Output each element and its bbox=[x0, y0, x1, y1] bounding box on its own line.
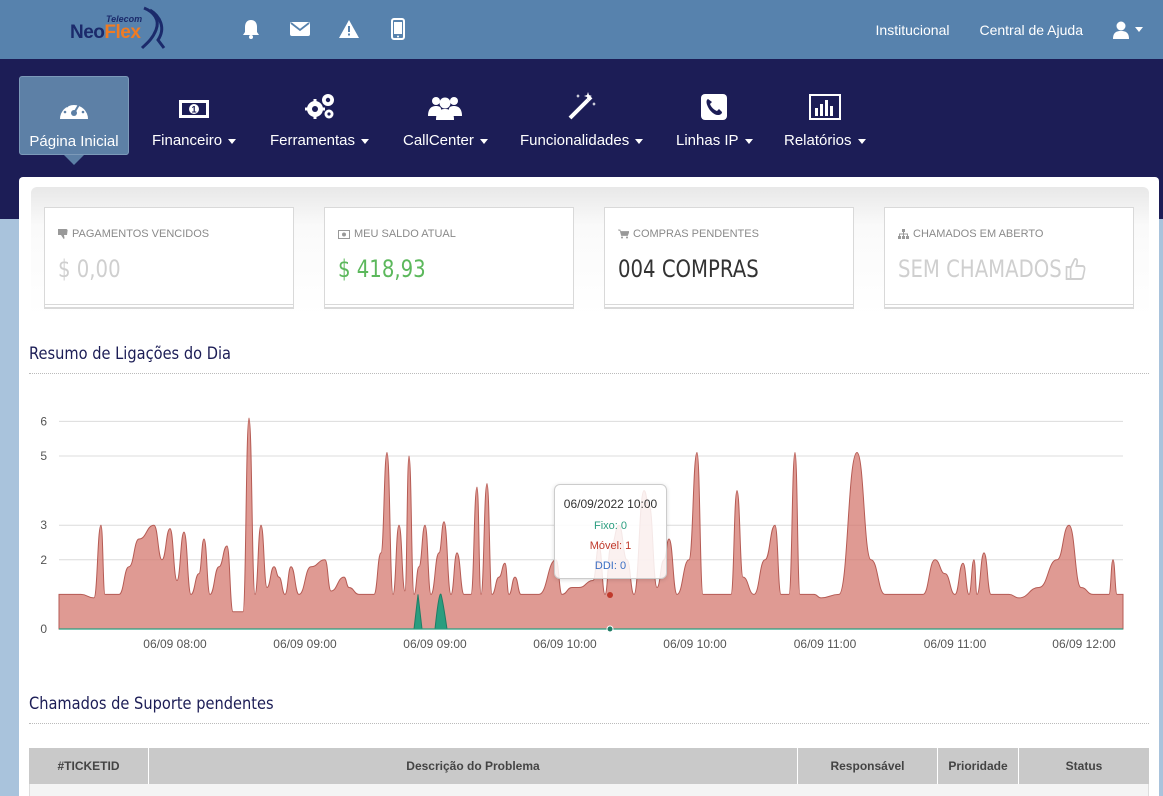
nav-linhas-ip[interactable]: Linhas IP bbox=[676, 76, 753, 156]
stat-pagamentos-vencidos[interactable]: PAGAMENTOS VENCIDOS $ 0,00 bbox=[44, 207, 294, 305]
nav-label: Financeiro bbox=[152, 132, 223, 149]
column-header-prioridade[interactable]: Prioridade bbox=[938, 748, 1019, 784]
bell-icon[interactable] bbox=[240, 16, 262, 42]
user-menu-button[interactable] bbox=[1113, 21, 1143, 39]
calls-section-title: Resumo de Ligações do Dia bbox=[29, 344, 231, 364]
svg-text:1: 1 bbox=[192, 105, 197, 115]
stat-value-text: SEM CHAMADOS bbox=[898, 255, 1062, 283]
stat-value: $ 418,93 bbox=[338, 255, 426, 283]
cart-icon bbox=[618, 229, 629, 239]
column-header-status[interactable]: Status bbox=[1065, 759, 1103, 773]
column-header-descricao[interactable]: Descrição do Problema bbox=[149, 748, 798, 784]
stats-row: PAGAMENTOS VENCIDOS $ 0,00 MEU SALDO ATU… bbox=[31, 187, 1149, 317]
table-header: #TICKETID Descrição do Problema Responsá… bbox=[29, 748, 1149, 784]
tickets-table: #TICKETID Descrição do Problema Responsá… bbox=[29, 748, 1149, 796]
nav-label: CallCenter bbox=[403, 132, 474, 149]
tooltip-title: 06/09/2022 10:00 bbox=[563, 497, 658, 511]
tooltip-point-fixo bbox=[606, 625, 614, 633]
stat-value: 004 COMPRAS bbox=[618, 255, 759, 283]
chart-tooltip: 06/09/2022 10:00 Fixo: 0 Móvel: 1 DDI: 0 bbox=[554, 484, 667, 579]
chevron-down-icon bbox=[1135, 27, 1143, 32]
neoflex-logo[interactable]: Telecom NeoFlex bbox=[68, 6, 166, 50]
bar-chart-icon bbox=[808, 86, 841, 120]
y-tick-label: 3 bbox=[40, 518, 47, 532]
chevron-down-icon bbox=[361, 138, 370, 144]
x-tick-label: 06/09 10:00 bbox=[533, 637, 597, 651]
nav-funcionalidades[interactable]: Funcionalidades bbox=[520, 76, 644, 156]
x-tick-label: 06/09 11:00 bbox=[794, 637, 857, 651]
warning-icon[interactable] bbox=[338, 16, 360, 42]
dashboard-panel: PAGAMENTOS VENCIDOS $ 0,00 MEU SALDO ATU… bbox=[19, 177, 1159, 796]
x-tick-label: 06/09 11:00 bbox=[924, 637, 987, 651]
nav-label: Ferramentas bbox=[270, 132, 356, 149]
series-movel-area bbox=[58, 417, 1124, 630]
y-tick-label: 2 bbox=[40, 553, 47, 567]
x-tick-label: 06/09 12:00 bbox=[1052, 637, 1116, 651]
money-icon: 1 bbox=[178, 86, 210, 120]
nav-label: Funcionalidades bbox=[520, 132, 630, 149]
stat-title: CHAMADOS EM ABERTO bbox=[913, 228, 1044, 240]
chevron-down-icon bbox=[857, 138, 866, 144]
tooltip-point-movel bbox=[607, 592, 613, 598]
envelope-icon[interactable] bbox=[289, 16, 311, 42]
logo-text: NeoFlex bbox=[70, 22, 141, 43]
stat-compras-pendentes[interactable]: COMPRAS PENDENTES 004 COMPRAS bbox=[604, 207, 854, 305]
x-tick-label: 06/09 10:00 bbox=[663, 637, 727, 651]
stat-saldo-atual[interactable]: MEU SALDO ATUAL $ 418,93 bbox=[324, 207, 574, 305]
tickets-section-title: Chamados de Suporte pendentes bbox=[29, 694, 274, 714]
nav-label: Relatórios bbox=[784, 132, 852, 149]
nav-pagina-inicial[interactable]: Página Inicial bbox=[19, 76, 129, 155]
tooltip-movel: Móvel: 1 bbox=[589, 540, 632, 552]
central-ajuda-link[interactable]: Central de Ajuda bbox=[979, 21, 1083, 38]
stat-chamados-aberto[interactable]: CHAMADOS EM ABERTO SEM CHAMADOS bbox=[884, 207, 1134, 305]
institucional-link[interactable]: Institucional bbox=[875, 21, 950, 38]
nav-label: Página Inicial bbox=[29, 133, 119, 150]
tooltip-fixo: Fixo: 0 bbox=[593, 520, 627, 532]
cogs-icon bbox=[304, 86, 336, 120]
y-tick-label: 6 bbox=[40, 414, 47, 428]
stat-title: COMPRAS PENDENTES bbox=[633, 228, 759, 240]
chevron-down-icon bbox=[479, 138, 488, 144]
table-row bbox=[29, 784, 1149, 796]
active-nav-arrow bbox=[64, 155, 84, 165]
thumbs-up-icon bbox=[1065, 257, 1086, 280]
users-icon bbox=[428, 86, 463, 120]
column-header-responsavel[interactable]: Responsável bbox=[798, 748, 938, 784]
magic-icon bbox=[568, 86, 596, 120]
divider bbox=[29, 723, 1149, 724]
dashboard-icon bbox=[58, 87, 90, 121]
logo-telecom: Telecom bbox=[106, 14, 143, 24]
chevron-down-icon bbox=[744, 138, 753, 144]
phone-icon bbox=[701, 86, 728, 120]
x-tick-label: 06/09 08:00 bbox=[143, 637, 207, 651]
divider bbox=[29, 373, 1149, 374]
stat-title: MEU SALDO ATUAL bbox=[354, 228, 456, 240]
tooltip-ddi: DDI: 0 bbox=[594, 560, 627, 572]
nav-relatorios[interactable]: Relatórios bbox=[784, 76, 866, 156]
x-axis-labels: 06/09 08:00 06/09 09:00 06/09 09:00 06/09 1… bbox=[143, 637, 1116, 651]
user-icon bbox=[1113, 21, 1129, 39]
thumbs-down-icon bbox=[58, 229, 68, 239]
nav-callcenter[interactable]: CallCenter bbox=[403, 76, 488, 156]
chevron-down-icon bbox=[635, 138, 644, 144]
money-icon bbox=[338, 229, 350, 239]
logo-x-mark bbox=[140, 6, 166, 50]
x-tick-label: 06/09 09:00 bbox=[273, 637, 337, 651]
nav-ferramentas[interactable]: Ferramentas bbox=[270, 76, 370, 156]
y-tick-label: 0 bbox=[40, 622, 47, 636]
y-tick-label: 5 bbox=[40, 449, 47, 463]
stat-value: SEM CHAMADOS bbox=[898, 255, 1086, 283]
x-tick-label: 06/09 09:00 bbox=[403, 637, 467, 651]
column-header-ticketid[interactable]: #TICKETID bbox=[29, 748, 149, 784]
top-bar: Telecom NeoFlex Institucional Central de… bbox=[0, 0, 1163, 59]
mobile-icon[interactable] bbox=[387, 16, 409, 42]
stat-title: PAGAMENTOS VENCIDOS bbox=[72, 228, 210, 240]
y-axis-labels: 0 2 3 5 6 bbox=[40, 414, 47, 636]
nav-financeiro[interactable]: 1 Financeiro bbox=[152, 76, 237, 156]
stat-value: $ 0,00 bbox=[58, 255, 121, 283]
nav-label: Linhas IP bbox=[676, 132, 739, 149]
chevron-down-icon bbox=[228, 138, 237, 144]
sitemap-icon bbox=[898, 229, 909, 239]
